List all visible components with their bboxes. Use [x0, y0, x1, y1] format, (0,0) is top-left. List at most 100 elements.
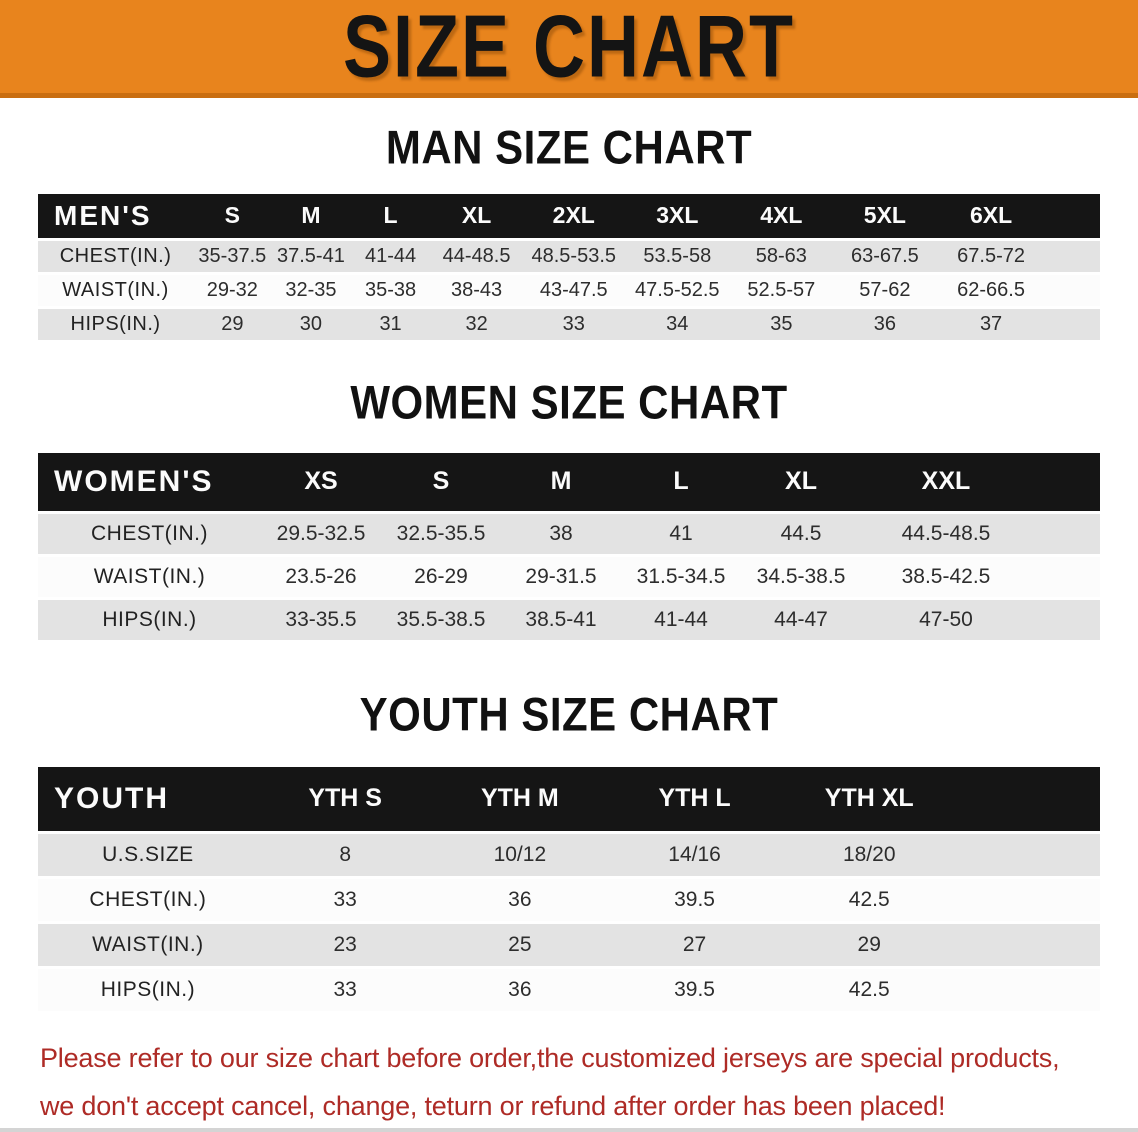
- header-cell: YOUTH: [38, 767, 258, 834]
- value-cell: 32: [430, 307, 523, 343]
- value-cell: 32-35: [271, 273, 351, 309]
- spacer-cell: [1045, 307, 1100, 343]
- value-cell: 44.5-48.5: [861, 512, 1031, 557]
- value-cell: 63-67.5: [833, 239, 937, 275]
- value-cell: 23.5-26: [261, 555, 382, 600]
- bottom-edge-strip: [0, 1128, 1138, 1132]
- row-label-cell: WAIST(IN.): [38, 555, 262, 600]
- value-cell: 35: [729, 307, 834, 343]
- youth-waist-row: WAIST(IN.) 23 25 27 29: [38, 922, 1100, 969]
- men-size-section: MAN SIZE CHART MEN'S S M L XL 2XL 3XL 4X…: [0, 98, 1138, 343]
- value-cell: 29.5-32.5: [261, 512, 382, 557]
- value-cell: 41-44: [621, 598, 742, 643]
- value-cell: 8: [257, 832, 433, 879]
- value-cell: 34.5-38.5: [741, 555, 862, 600]
- spacer-cell: [956, 922, 1100, 969]
- value-cell: 35.5-38.5: [381, 598, 502, 643]
- value-cell: 39.5: [607, 967, 782, 1014]
- spacer-cell: [956, 832, 1100, 879]
- women-section-title: WOMEN SIZE CHART: [0, 343, 1138, 453]
- value-cell: 32.5-35.5: [381, 512, 502, 557]
- header-cell: S: [193, 194, 272, 241]
- spacer-cell: [1030, 555, 1100, 600]
- header-cell: XS: [261, 452, 382, 514]
- spacer-cell: [1045, 194, 1100, 241]
- header-cell: YTH S: [257, 767, 433, 834]
- value-cell: 29-31.5: [501, 555, 622, 600]
- header-cell: YTH L: [607, 767, 782, 834]
- value-cell: 31.5-34.5: [621, 555, 742, 600]
- value-cell: 38.5-42.5: [861, 555, 1031, 600]
- value-cell: 33: [257, 877, 433, 924]
- value-cell: 57-62: [833, 273, 937, 309]
- header-cell: L: [621, 452, 742, 514]
- header-cell: XL: [741, 452, 862, 514]
- men-chest-row: CHEST(IN.) 35-37.5 37.5-41 41-44 44-48.5…: [38, 239, 1100, 275]
- value-cell: 52.5-57: [729, 273, 834, 309]
- spacer-cell: [1030, 598, 1100, 643]
- value-cell: 47-50: [861, 598, 1031, 643]
- value-cell: 67.5-72: [936, 239, 1046, 275]
- youth-header-row: YOUTH YTH S YTH M YTH L YTH XL: [38, 767, 1100, 834]
- value-cell: 30: [271, 307, 351, 343]
- value-cell: 36: [833, 307, 937, 343]
- spacer-cell: [1030, 512, 1100, 557]
- header-cell: 6XL: [936, 194, 1046, 241]
- value-cell: 44.5: [741, 512, 862, 557]
- header-cell: XL: [430, 194, 523, 241]
- header-cell: YTH M: [432, 767, 608, 834]
- spacer-cell: [956, 877, 1100, 924]
- women-waist-row: WAIST(IN.) 23.5-26 26-29 29-31.5 31.5-34…: [38, 555, 1100, 600]
- value-cell: 37.5-41: [271, 239, 351, 275]
- spacer-cell: [1045, 239, 1100, 275]
- value-cell: 62-66.5: [936, 273, 1046, 309]
- footer-notice: Please refer to our size chart before or…: [40, 1034, 1138, 1130]
- men-section-title: MAN SIZE CHART: [0, 98, 1138, 194]
- header-cell: 5XL: [833, 194, 937, 241]
- header-cell: 4XL: [729, 194, 834, 241]
- youth-section-title-text: YOUTH SIZE CHART: [359, 688, 779, 741]
- value-cell: 43-47.5: [522, 273, 626, 309]
- value-cell: 14/16: [607, 832, 782, 879]
- value-cell: 26-29: [381, 555, 502, 600]
- value-cell: 36: [432, 967, 608, 1014]
- value-cell: 25: [432, 922, 608, 969]
- women-header-row: WOMEN'S XS S M L XL XXL: [38, 452, 1100, 514]
- value-cell: 29: [193, 307, 272, 343]
- value-cell: 38-43: [430, 273, 523, 309]
- row-label-cell: HIPS(IN.): [38, 967, 258, 1014]
- men-hips-row: HIPS(IN.) 29 30 31 32 33 34 35 36 37: [38, 307, 1100, 343]
- header-cell: XXL: [861, 452, 1031, 514]
- header-cell: M: [501, 452, 622, 514]
- value-cell: 38.5-41: [501, 598, 622, 643]
- youth-section-title: YOUTH SIZE CHART: [0, 643, 1138, 767]
- value-cell: 23: [257, 922, 433, 969]
- value-cell: 29-32: [193, 273, 272, 309]
- value-cell: 48.5-53.5: [522, 239, 626, 275]
- banner-title: SIZE CHART: [343, 0, 795, 96]
- value-cell: 41-44: [350, 239, 431, 275]
- women-size-section: WOMEN SIZE CHART WOMEN'S XS S M L XL XXL: [0, 343, 1138, 643]
- value-cell: 58-63: [729, 239, 834, 275]
- header-cell: YTH XL: [781, 767, 957, 834]
- value-cell: 44-48.5: [430, 239, 523, 275]
- youth-size-table: YOUTH YTH S YTH M YTH L YTH XL U.S.SIZE …: [38, 767, 1100, 1014]
- notice-line-2: we don't accept cancel, change, teturn o…: [40, 1090, 946, 1121]
- row-label-cell: WAIST(IN.): [38, 922, 258, 969]
- value-cell: 39.5: [607, 877, 782, 924]
- row-label-cell: CHEST(IN.): [38, 877, 258, 924]
- value-cell: 29: [781, 922, 957, 969]
- header-cell: 3XL: [625, 194, 730, 241]
- value-cell: 33: [522, 307, 626, 343]
- spacer-cell: [1030, 452, 1100, 514]
- youth-chest-row: CHEST(IN.) 33 36 39.5 42.5: [38, 877, 1100, 924]
- youth-ussize-row: U.S.SIZE 8 10/12 14/16 18/20: [38, 832, 1100, 879]
- header-cell: MEN'S: [38, 194, 194, 241]
- men-size-table: MEN'S S M L XL 2XL 3XL 4XL 5XL 6XL CHEST…: [38, 194, 1100, 343]
- women-size-table: WOMEN'S XS S M L XL XXL CHEST(IN.) 29.5-…: [38, 452, 1100, 643]
- value-cell: 53.5-58: [625, 239, 730, 275]
- value-cell: 10/12: [432, 832, 608, 879]
- value-cell: 41: [621, 512, 742, 557]
- value-cell: 27: [607, 922, 782, 969]
- value-cell: 33-35.5: [261, 598, 382, 643]
